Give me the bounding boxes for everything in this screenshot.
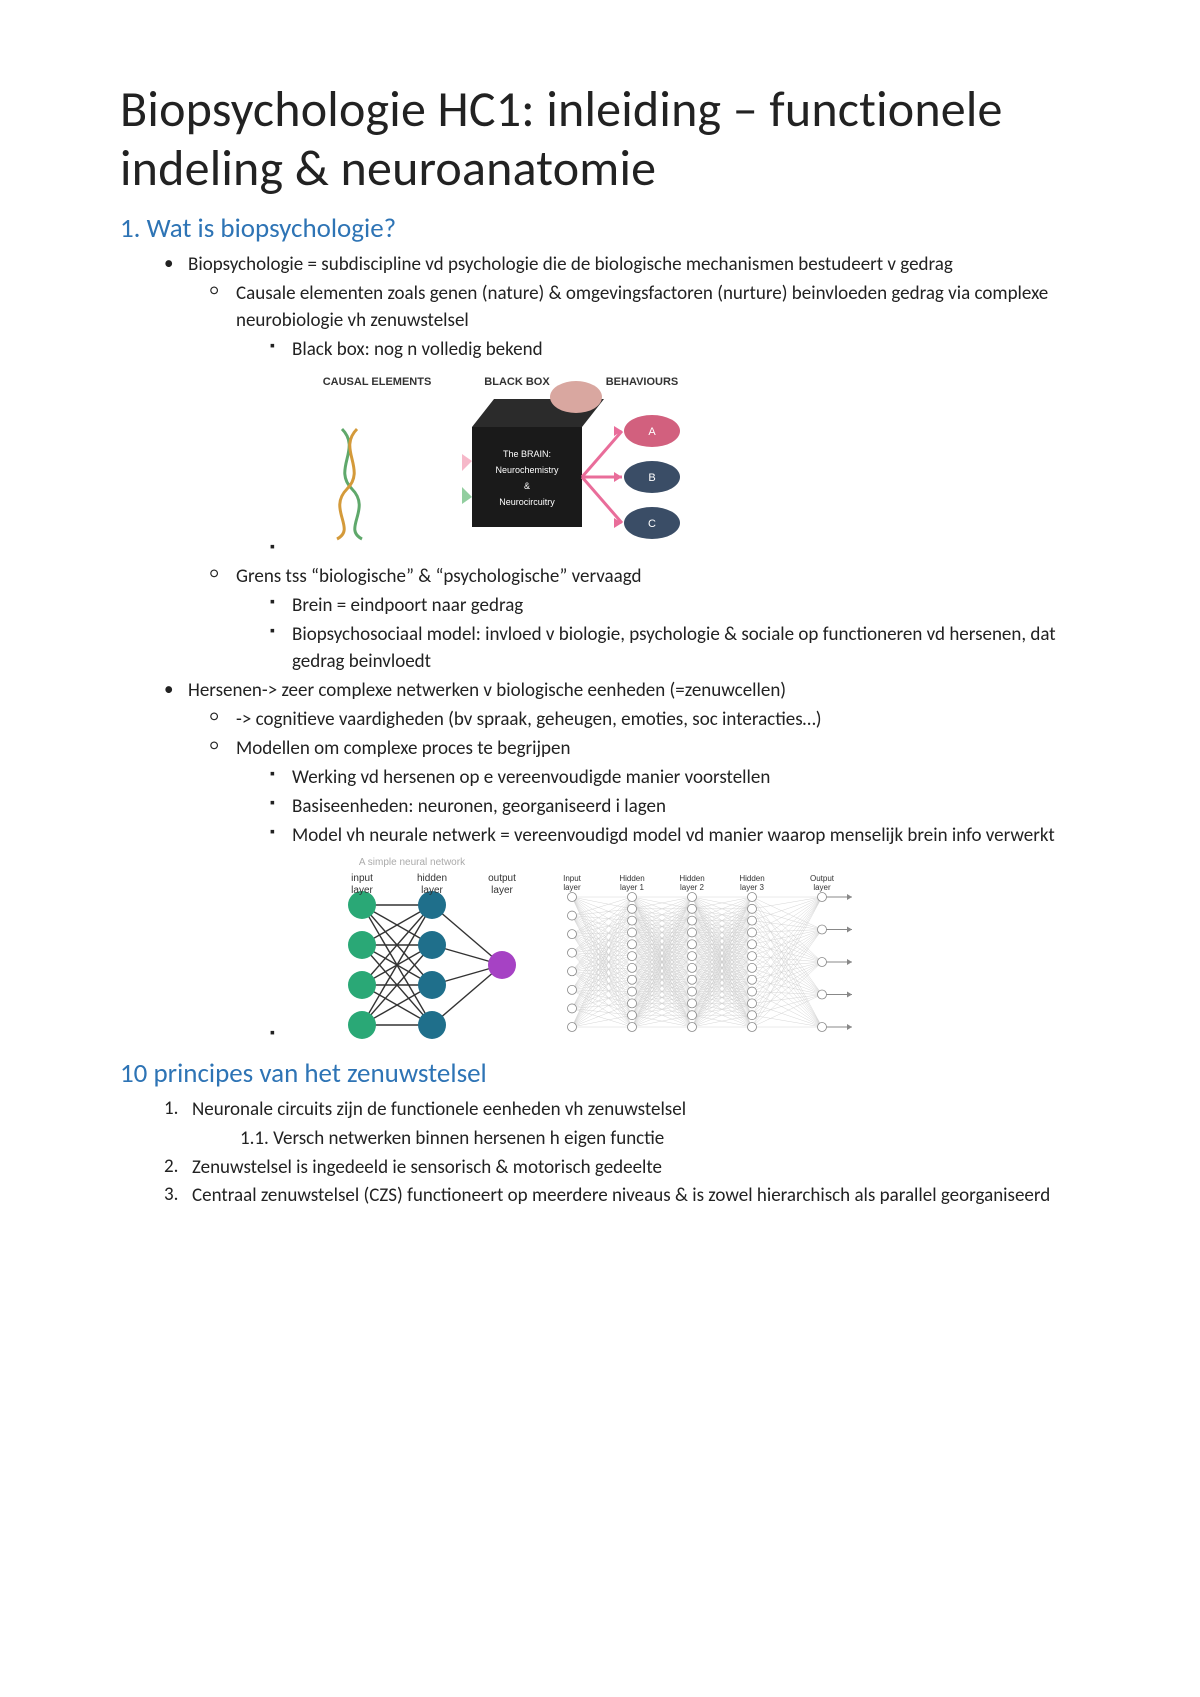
page-title: Biopsychologie HC1: inleiding – function… xyxy=(120,80,1080,198)
svg-text:Hidden: Hidden xyxy=(739,874,764,883)
bullet-lvl1: Hersenen-> zeer complexe netwerken v bio… xyxy=(164,677,1080,706)
ordered-subitem: 1.1. Versch netwerken binnen hersenen h … xyxy=(216,1125,1080,1154)
bullet-lvl3: Basiseenheden: neuronen, georganiseerd i… xyxy=(268,793,1080,822)
svg-text:layer: layer xyxy=(563,883,581,892)
bullet-lvl1: Biopsychologie = subdiscipline vd psycho… xyxy=(164,251,1080,280)
svg-text:Hidden: Hidden xyxy=(679,874,704,883)
bullet-lvl3: Biopsychosociaal model: invloed v biolog… xyxy=(268,621,1080,677)
bullet-lvl3: Black box: nog n volledig bekend xyxy=(268,336,1080,365)
svg-text:Output: Output xyxy=(810,874,835,883)
ordered-text: Centraal zenuwstelsel (CZS) functioneert… xyxy=(192,1184,1050,1207)
blackbox-diagram: CAUSAL ELEMENTS BLACK BOX BEHAVIOURS Genes E… xyxy=(322,369,722,559)
bullet-lvl3: Brein = eindpoort naar gedrag xyxy=(268,592,1080,621)
neuralnet-diagram: A simple neural networkinputlayerhiddenl… xyxy=(322,855,882,1045)
svg-text:&: & xyxy=(524,481,530,491)
section-text: Wat is biopsychologie? xyxy=(147,212,397,245)
svg-text:BEHAVIOURS: BEHAVIOURS xyxy=(606,376,679,388)
ordered-text: Neuronale circuits zijn de functionele e… xyxy=(192,1098,686,1121)
ordered-num: 3. xyxy=(164,1182,178,1209)
ordered-num: 2. xyxy=(164,1154,178,1181)
svg-text:B: B xyxy=(648,472,655,484)
svg-text:layer 2: layer 2 xyxy=(680,883,705,892)
bullet-lvl2: -> cognitieve vaardigheden (bv spraak, g… xyxy=(212,706,1080,735)
section-heading-2: 10 principes van het zenuwstelsel xyxy=(120,1057,1080,1090)
ordered-text: Zenuwstelsel is ingedeeld ie sensorisch … xyxy=(192,1156,662,1179)
svg-text:hidden: hidden xyxy=(417,873,447,884)
ordered-num: 1. xyxy=(164,1096,178,1123)
svg-text:A: A xyxy=(648,426,656,438)
bullet-lvl2: Modellen om complexe proces te begrijpen xyxy=(212,735,1080,764)
svg-text:layer: layer xyxy=(491,885,513,896)
ordered-item: 1. Neuronale circuits zijn de functionel… xyxy=(164,1096,1080,1125)
section-number: 1. xyxy=(120,212,141,245)
section-heading-1: 1. Wat is biopsychologie? xyxy=(120,212,1080,245)
neuralnet-diagram-container: A simple neural networkinputlayerhiddenl… xyxy=(268,851,1080,1049)
ordered-item: 2. Zenuwstelsel is ingedeeld ie sensoris… xyxy=(164,1154,1080,1183)
svg-text:BLACK BOX: BLACK BOX xyxy=(484,376,550,388)
svg-text:input: input xyxy=(351,873,373,884)
ordered-subtext: Versch netwerken binnen hersenen h eigen… xyxy=(273,1127,664,1150)
svg-text:CAUSAL ELEMENTS: CAUSAL ELEMENTS xyxy=(323,376,432,388)
svg-text:A simple neural network: A simple neural network xyxy=(359,857,466,868)
svg-text:layer 1: layer 1 xyxy=(620,883,645,892)
ordered-subnum: 1.1. xyxy=(240,1127,269,1150)
svg-text:Neurochemistry: Neurochemistry xyxy=(495,465,559,475)
bullet-lvl3: Model vh neurale netwerk = vereenvoudigd… xyxy=(268,822,1080,851)
bullet-lvl2: Causale elementen zoals genen (nature) &… xyxy=(212,280,1080,336)
svg-text:layer 3: layer 3 xyxy=(740,883,765,892)
svg-text:layer: layer xyxy=(813,883,831,892)
svg-text:Environment: Environment xyxy=(374,505,430,516)
svg-text:Hidden: Hidden xyxy=(619,874,644,883)
svg-text:C: C xyxy=(648,518,656,530)
svg-text:Neurocircuitry: Neurocircuitry xyxy=(499,497,555,507)
ordered-item: 3. Centraal zenuwstelsel (CZS) functione… xyxy=(164,1182,1080,1211)
document-page: Biopsychologie HC1: inleiding – function… xyxy=(0,0,1200,1271)
svg-text:The BRAIN:: The BRAIN: xyxy=(503,449,551,459)
svg-text:output: output xyxy=(488,873,516,884)
svg-text:layer: layer xyxy=(351,885,373,896)
svg-text:Input: Input xyxy=(563,874,582,883)
svg-text:layer: layer xyxy=(421,885,443,896)
blackbox-diagram-container: CAUSAL ELEMENTS BLACK BOX BEHAVIOURS Genes E… xyxy=(268,365,1080,563)
bullet-lvl3: Werking vd hersenen op e vereenvoudigde … xyxy=(268,764,1080,793)
svg-text:Genes: Genes xyxy=(387,445,416,456)
bullet-lvl2: Grens tss “biologische” & “psychologisch… xyxy=(212,563,1080,592)
